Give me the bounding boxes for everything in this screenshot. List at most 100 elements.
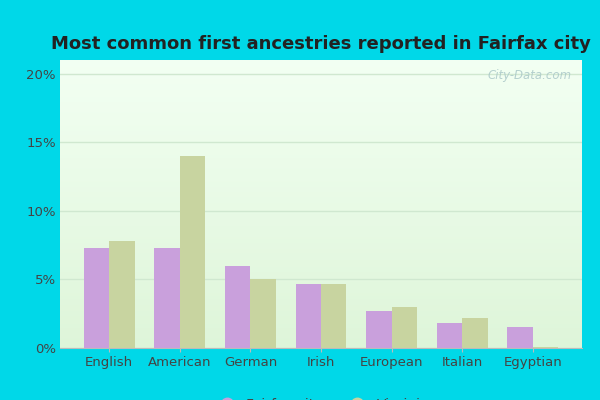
Bar — [60, 172, 582, 174]
Bar — [60, 293, 582, 295]
Bar — [60, 319, 582, 321]
Bar — [60, 296, 582, 298]
Bar — [60, 126, 582, 128]
Bar — [60, 292, 582, 293]
Bar — [60, 73, 582, 74]
Bar — [60, 165, 582, 166]
Bar — [60, 82, 582, 83]
Bar — [60, 188, 582, 190]
Bar — [60, 192, 582, 194]
Bar — [60, 145, 582, 146]
Bar — [60, 175, 582, 177]
Bar — [60, 321, 582, 322]
Bar — [60, 226, 582, 227]
Bar — [60, 182, 582, 184]
Bar — [60, 308, 582, 309]
Bar — [60, 213, 582, 214]
Bar — [60, 135, 582, 136]
Bar — [60, 210, 582, 211]
Bar — [60, 267, 582, 269]
Bar — [60, 195, 582, 197]
Bar — [60, 200, 582, 201]
Bar — [60, 243, 582, 244]
Bar — [60, 194, 582, 195]
Bar — [60, 231, 582, 233]
Bar — [60, 306, 582, 308]
Bar — [60, 60, 582, 62]
Bar — [60, 250, 582, 252]
Bar — [60, 129, 582, 130]
Bar — [60, 132, 582, 134]
Bar — [60, 83, 582, 84]
Bar — [60, 282, 582, 283]
Bar — [60, 198, 582, 200]
Bar — [60, 208, 582, 210]
Bar — [533, 347, 558, 348]
Bar — [60, 144, 582, 145]
Bar — [60, 249, 582, 250]
Bar — [60, 264, 582, 266]
Bar — [60, 168, 582, 170]
Bar — [60, 98, 582, 99]
Bar — [60, 256, 582, 257]
Bar — [60, 152, 582, 154]
Bar — [60, 63, 582, 64]
Bar — [60, 96, 582, 98]
Bar — [462, 318, 488, 348]
Bar — [60, 191, 582, 192]
Bar — [60, 72, 582, 73]
Bar — [60, 154, 582, 155]
Bar — [60, 252, 582, 253]
Bar — [60, 257, 582, 259]
Bar — [60, 341, 582, 342]
Bar — [60, 109, 582, 110]
Bar — [60, 259, 582, 260]
Bar — [60, 86, 582, 87]
Bar — [60, 228, 582, 230]
Bar — [60, 269, 582, 270]
Bar — [60, 134, 582, 135]
Bar — [296, 284, 321, 348]
Bar — [60, 142, 582, 144]
Bar — [60, 125, 582, 126]
Bar — [60, 94, 582, 96]
Bar — [60, 273, 582, 274]
Bar — [60, 216, 582, 217]
Bar — [60, 279, 582, 280]
Bar — [60, 218, 582, 220]
Bar — [60, 177, 582, 178]
Bar — [60, 300, 582, 302]
Bar — [60, 276, 582, 278]
Bar — [60, 238, 582, 240]
Bar — [60, 328, 582, 329]
Bar — [60, 221, 582, 223]
Bar — [60, 336, 582, 338]
Bar — [60, 76, 582, 77]
Bar — [180, 156, 205, 348]
Bar — [60, 122, 582, 123]
Bar — [60, 93, 582, 94]
Bar — [60, 207, 582, 208]
Bar — [109, 241, 134, 348]
Bar — [60, 162, 582, 164]
Bar — [321, 284, 346, 348]
Bar — [60, 164, 582, 165]
Bar — [60, 201, 582, 202]
Bar — [60, 233, 582, 234]
Bar — [60, 62, 582, 63]
Bar — [60, 64, 582, 66]
Bar — [60, 105, 582, 106]
Bar — [60, 280, 582, 282]
Bar — [60, 295, 582, 296]
Bar — [60, 224, 582, 226]
Bar — [60, 174, 582, 175]
Bar — [60, 139, 582, 141]
Bar — [60, 342, 582, 344]
Bar — [60, 159, 582, 161]
Bar — [60, 329, 582, 331]
Bar — [60, 178, 582, 180]
Bar — [60, 115, 582, 116]
Bar — [60, 181, 582, 182]
Bar — [60, 77, 582, 79]
Bar — [60, 314, 582, 315]
